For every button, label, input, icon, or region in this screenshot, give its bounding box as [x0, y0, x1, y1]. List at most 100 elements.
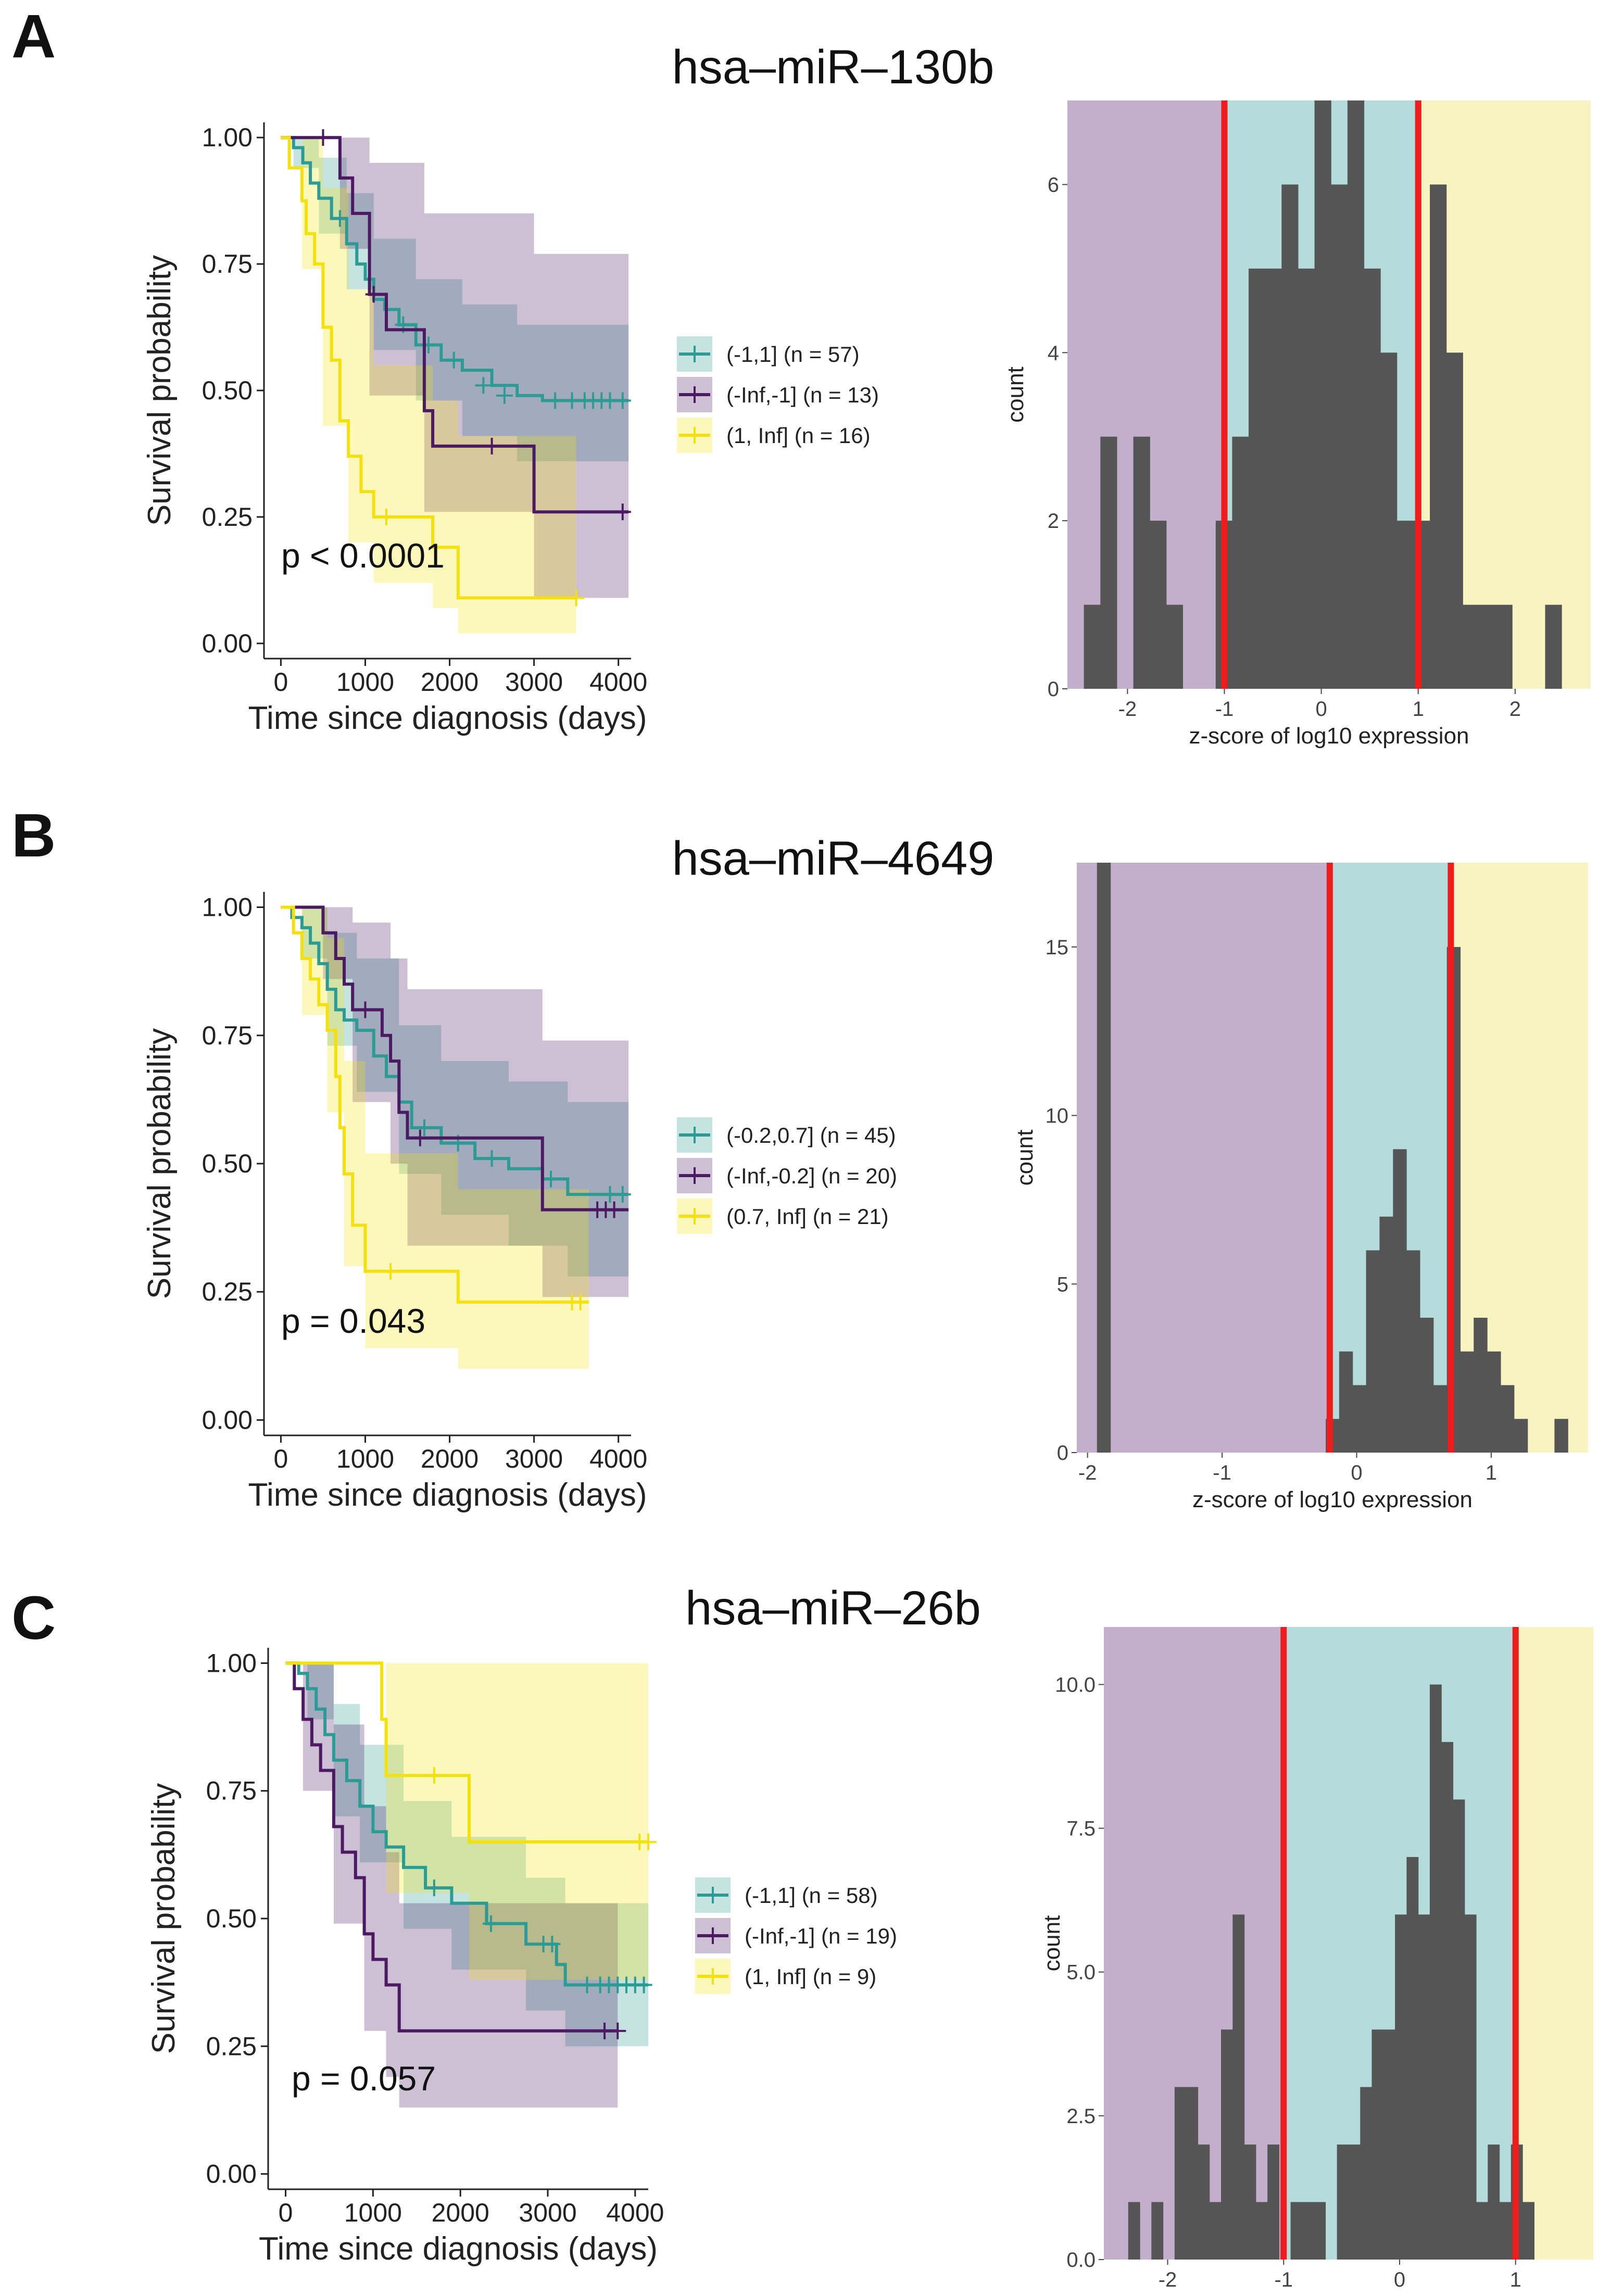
- x-tick-label: 4000: [606, 2198, 664, 2227]
- histogram-bar: [1221, 2029, 1233, 2260]
- histogram-bar: [1522, 2202, 1534, 2260]
- y-axis-title: Survival probability: [142, 255, 178, 526]
- histogram-a: 0 2 4 6 -2 -1 0 1 2 z-score of log10 expression co…: [1003, 100, 1591, 749]
- x-axis-title: Time since diagnosis (days): [248, 700, 647, 736]
- y-tick-label: 2.5: [1066, 2105, 1096, 2128]
- panel-letter-b: B: [11, 801, 56, 870]
- x-tick-label: 0: [1351, 1461, 1362, 1484]
- histogram-bar: [1349, 2144, 1361, 2260]
- survival-curve-yellow: [285, 1661, 648, 1844]
- histogram-bar: [1339, 1351, 1353, 1453]
- x-tick-label: 4000: [589, 1444, 647, 1473]
- y-tick-label: 0: [1048, 678, 1059, 701]
- histogram-bar: [1441, 1742, 1454, 2260]
- panel-letter-a: A: [11, 2, 56, 71]
- y-tick-label: 0.75: [206, 1776, 257, 1806]
- legend-label-teal: (-1,1] (n = 58): [745, 1883, 878, 1908]
- histogram-bar: [1514, 1419, 1528, 1453]
- histogram-bar: [1495, 604, 1513, 689]
- y-tick-label: 15: [1046, 936, 1069, 959]
- survival-curve-purple: [281, 136, 629, 514]
- histogram-bar: [1476, 2202, 1488, 2260]
- x-axis-title: Time since diagnosis (days): [259, 2231, 658, 2267]
- histogram-bar: [1314, 2202, 1326, 2260]
- histogram-bar: [1100, 436, 1117, 689]
- y-tick-label: 0.50: [202, 1149, 253, 1178]
- x-tick-label: 1000: [336, 667, 394, 697]
- histogram-bar: [1232, 436, 1249, 689]
- y-axis-title: Survival probability: [142, 1028, 178, 1299]
- x-tick-label: 2000: [421, 667, 479, 697]
- panel-c-title: hsa–miR–26b: [685, 1582, 981, 1635]
- x-tick-label: 2000: [432, 2198, 489, 2227]
- ci-band-yellow: [281, 137, 576, 634]
- y-tick-label: 0.00: [202, 629, 253, 658]
- y-axis-title: Survival probability: [146, 1783, 182, 2054]
- y-tick-label: 5.0: [1066, 1961, 1096, 1984]
- y-tick-label: 0.25: [206, 2032, 257, 2061]
- histogram-bar: [1429, 1684, 1442, 2260]
- histogram-bar: [1128, 2202, 1140, 2260]
- legend-label-teal: (-1,1] (n = 57): [726, 342, 860, 367]
- panel-letter-c: C: [11, 1584, 56, 1652]
- histogram-bar: [1396, 521, 1414, 689]
- y-tick-label: 0.25: [202, 1277, 253, 1306]
- km-plot-c: 0.00 0.25 0.50 0.75 1.00 0 1000 2000 3000 4000 Tim…: [146, 1648, 897, 2267]
- histogram-bar: [1420, 1318, 1434, 1453]
- ci-band-yellow: [281, 907, 589, 1369]
- histogram-bar: [1281, 184, 1299, 689]
- ci-band-yellow: [285, 1663, 648, 1980]
- histogram-bar: [1474, 1318, 1488, 1453]
- ci-band-purple: [285, 1663, 618, 2108]
- x-tick-label: 2000: [421, 1444, 479, 1473]
- x-tick-label: 1: [1486, 1461, 1497, 1484]
- km-plot-a: 0.00 0.25 0.50 0.75 1.00 0 1000 2000 3000 4000Tim…: [142, 122, 879, 736]
- x-tick-label: -2: [1078, 1461, 1097, 1484]
- histogram-bar: [1460, 1351, 1474, 1453]
- histogram-bar: [1232, 1914, 1245, 2260]
- histogram-bar: [1337, 2144, 1349, 2260]
- y-tick-label: 10: [1046, 1105, 1069, 1128]
- panel-a-title: hsa–miR–130b: [672, 41, 995, 94]
- y-tick-label: 0.75: [202, 1021, 253, 1050]
- x-tick-label: -1: [1215, 698, 1234, 721]
- survival-curve-yellow: [281, 905, 589, 1304]
- histogram-bar: [1209, 2202, 1222, 2260]
- histogram-bar: [1418, 1914, 1430, 2260]
- panel-b-title: hsa–miR–4649: [672, 832, 995, 885]
- histogram-bar: [1371, 2029, 1384, 2260]
- histogram-bar: [1379, 1216, 1393, 1453]
- histogram-bar: [1406, 1250, 1420, 1453]
- histogram-c: 0.0 2.5 5.0 7.5 10.0 -2 -1 0 1 z-score of log10 e…: [1039, 1627, 1593, 2296]
- y-axis-title: count: [1012, 1130, 1038, 1186]
- y-tick-label: 1.00: [202, 893, 253, 922]
- histogram-bar: [1501, 1385, 1515, 1453]
- histogram-bar: [1554, 1419, 1568, 1453]
- histogram-bar: [1352, 1385, 1367, 1453]
- p-value-label: p = 0.043: [281, 1302, 425, 1340]
- legend-label-yellow: (1, Inf] (n = 16): [726, 423, 871, 448]
- histogram-bar: [1364, 268, 1381, 689]
- y-tick-label: 1.00: [202, 123, 253, 152]
- x-tick-label: 2: [1509, 698, 1521, 721]
- histogram-bar: [1453, 1799, 1465, 2260]
- y-tick-label: 0: [1057, 1442, 1068, 1465]
- histogram-bar: [1488, 2144, 1500, 2260]
- x-tick-label: 0: [274, 1444, 288, 1473]
- y-axis-title: count: [1039, 1915, 1065, 1972]
- km-plot-b: 0.00 0.25 0.50 0.75 1.00 0 1000 2000 3000 4000 Tim…: [142, 892, 897, 1513]
- x-tick-label: 1000: [336, 1444, 394, 1473]
- y-tick-label: 7.5: [1066, 1818, 1096, 1840]
- x-axis-title: z-score of log10 expression: [1192, 1487, 1472, 1512]
- histogram-bar: [1395, 1914, 1407, 2260]
- histogram-bar: [1166, 604, 1183, 689]
- y-tick-label: 4: [1048, 342, 1059, 364]
- histogram-bar: [1331, 184, 1348, 689]
- histogram-bar: [1545, 604, 1562, 689]
- histogram-bar: [1097, 863, 1111, 1453]
- x-tick-label: 1000: [344, 2198, 402, 2227]
- histogram-b: 0 5 10 15 -2 -1 0 1 z-score of log10 expression c…: [1012, 863, 1588, 1512]
- y-tick-label: 10.0: [1055, 1673, 1096, 1696]
- x-axis-title: z-score of log10 expression: [1189, 723, 1469, 749]
- histogram-bar: [1084, 604, 1101, 689]
